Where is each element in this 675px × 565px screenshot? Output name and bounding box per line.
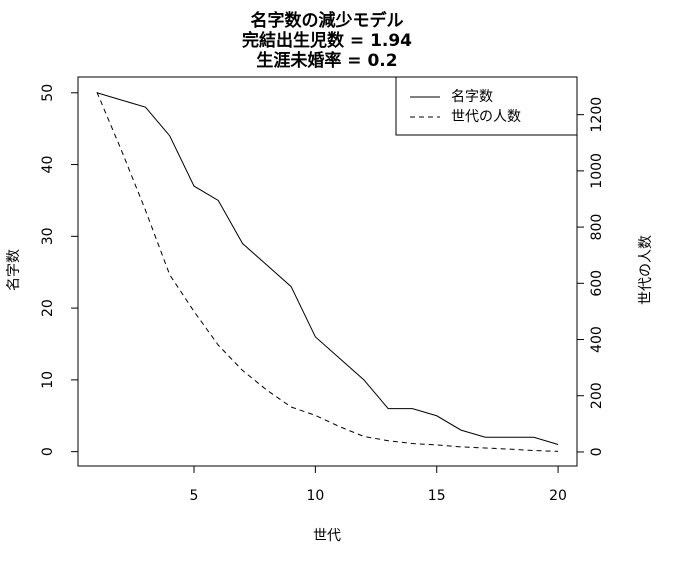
y-tick-label: 0 xyxy=(40,447,56,456)
legend-box xyxy=(395,76,578,136)
x-tick-label: 5 xyxy=(190,488,199,504)
chart-subtitle: 完結出生児数 = 1.94 xyxy=(242,30,412,51)
series-line xyxy=(96,91,559,452)
x-tick-label: 10 xyxy=(306,488,324,504)
y-tick-label: 50 xyxy=(40,84,56,102)
y-tick-label: 30 xyxy=(40,227,56,245)
y2-tick-label: 200 xyxy=(589,382,605,409)
legend-label: 世代の人数 xyxy=(451,109,521,125)
legend-label: 名字数 xyxy=(451,89,493,105)
y2-tick-label: 400 xyxy=(589,326,605,353)
y-tick-label: 40 xyxy=(40,156,56,174)
y-axis-label: 名字数 xyxy=(6,249,22,291)
y2-tick-label: 0 xyxy=(589,447,605,456)
series-line xyxy=(96,92,559,445)
x-axis-label: 世代 xyxy=(313,528,341,544)
y2-axis-label: 世代の人数 xyxy=(638,235,654,305)
y-tick-label: 20 xyxy=(40,299,56,317)
chart-title: 名字数の減少モデル xyxy=(251,10,404,31)
chart-subtitle: 生涯未婚率 = 0.2 xyxy=(256,50,397,71)
y2-tick-label: 600 xyxy=(589,270,605,297)
x-tick-label: 20 xyxy=(549,488,567,504)
y2-tick-label: 1000 xyxy=(589,153,605,189)
y2-tick-label: 800 xyxy=(589,214,605,241)
y2-tick-label: 1200 xyxy=(589,97,605,133)
y-tick-label: 10 xyxy=(40,371,56,389)
x-tick-label: 15 xyxy=(428,488,446,504)
